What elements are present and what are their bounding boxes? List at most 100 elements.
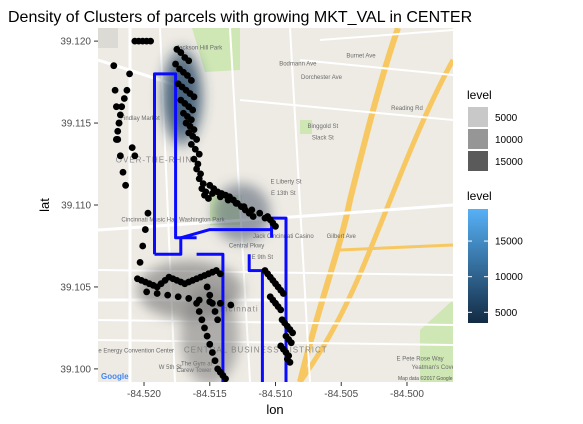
colorbar-tick-label: 15000 — [495, 237, 523, 248]
map-label: Dorchester Ave — [301, 75, 343, 81]
data-point — [222, 375, 229, 382]
data-point — [187, 116, 195, 124]
map-label: Binggold St — [307, 124, 338, 130]
data-point — [116, 111, 124, 119]
data-point — [187, 77, 195, 84]
data-point — [136, 258, 144, 266]
data-point — [144, 209, 152, 217]
map-label: E Liberty St — [271, 180, 302, 186]
data-point — [232, 199, 240, 207]
data-points — [110, 37, 296, 382]
data-point — [272, 222, 279, 230]
map-label: CENTRAL BUSINESS DISTRICT — [184, 346, 328, 355]
map-label: E Pete Rose Way — [397, 357, 444, 363]
y-tick-label: 39.120 — [60, 37, 91, 48]
data-point — [189, 106, 197, 114]
data-point — [126, 70, 133, 78]
data-point — [211, 308, 219, 315]
legend-alpha-label: 5000 — [495, 113, 518, 124]
data-point — [277, 306, 285, 314]
colorbar-tick-label: 5000 — [495, 308, 518, 319]
data-point — [184, 72, 191, 79]
data-point — [147, 37, 154, 45]
map-label: Gilbert Ave — [327, 234, 357, 240]
legend-alpha-label: 15000 — [495, 157, 523, 168]
basemap-block — [300, 120, 312, 134]
data-point — [208, 190, 216, 197]
colorbar — [468, 209, 488, 323]
data-point — [227, 301, 235, 309]
data-point — [249, 213, 257, 220]
legend-alpha-swatch — [468, 129, 488, 149]
legend-alpha-swatch — [468, 107, 488, 127]
y-tick-label: 39.100 — [60, 364, 91, 375]
data-point — [224, 196, 232, 204]
data-point — [143, 288, 151, 296]
map-label: Burnet Ave — [346, 54, 376, 60]
map-label: Washington Park — [179, 217, 225, 223]
map-attribution: Map data ©2017 Google — [398, 375, 453, 382]
data-point — [286, 358, 294, 366]
map-label: Slack St — [312, 135, 334, 141]
map-label: OVER-THE-RHINE — [116, 155, 199, 164]
data-point — [206, 291, 214, 299]
colorbar-tick-label: 10000 — [495, 272, 523, 283]
data-point — [214, 316, 222, 324]
data-point — [203, 283, 211, 291]
data-point — [289, 329, 296, 337]
x-tick-label: -84.510 — [259, 389, 293, 400]
data-point — [164, 291, 172, 299]
data-point — [195, 150, 203, 158]
basemap-road — [239, 99, 453, 121]
x-axis: -84.520 -84.515 -84.510 -84.505 -84.500 — [127, 382, 424, 400]
data-point — [113, 103, 120, 111]
data-point — [216, 299, 224, 307]
route-lines — [153, 72, 288, 382]
basemap-background — [98, 28, 453, 382]
data-point — [261, 214, 269, 222]
map-label: Yeatman's Cove — [412, 365, 456, 371]
legend-alpha-label: 10000 — [495, 135, 523, 146]
data-point — [153, 290, 161, 297]
data-point — [193, 136, 201, 143]
map-label: W 5th St — [159, 365, 182, 371]
y-axis-title: lat — [37, 198, 52, 212]
map-label: Reading Rd — [391, 106, 423, 112]
route-line — [154, 228, 274, 256]
map-label: Findlay Market — [120, 116, 160, 122]
legend-colorbar-title: level — [467, 189, 492, 203]
data-point — [123, 86, 131, 94]
basemap-block — [98, 28, 118, 48]
route-line — [153, 72, 197, 255]
data-point — [177, 49, 185, 56]
legend-alpha: level 5000 10000 15000 — [467, 88, 523, 171]
legend-alpha-swatch — [468, 151, 488, 171]
map-label: Central Pkwy — [229, 244, 264, 250]
data-point — [206, 340, 214, 348]
data-point — [174, 293, 182, 301]
data-point — [205, 195, 212, 202]
basemap-road — [299, 59, 453, 76]
data-point — [120, 95, 128, 102]
x-tick-label: -84.505 — [324, 389, 358, 400]
legend-colorbar: level 5000 10000 15000 — [467, 189, 523, 323]
y-tick-label: 39.115 — [61, 119, 91, 130]
map-label: E 13th St — [271, 191, 296, 197]
basemap-road — [339, 243, 453, 252]
data-point — [279, 290, 287, 297]
map-label: Cincinnati — [213, 305, 258, 314]
data-point — [211, 357, 219, 365]
plot-panel: Jackson Hill Park Bodmann Ave Dorchester A… — [98, 28, 456, 382]
x-tick-label: -84.520 — [127, 389, 161, 400]
data-point — [195, 308, 203, 315]
data-point — [198, 316, 206, 324]
map-label: Cincinnati Music Hall — [121, 217, 177, 223]
data-point — [122, 181, 130, 189]
data-point — [113, 136, 120, 143]
y-tick-label: 39.110 — [61, 201, 91, 212]
data-point — [114, 127, 122, 135]
route-line — [247, 254, 264, 382]
data-point — [256, 209, 264, 217]
data-point — [240, 203, 248, 211]
